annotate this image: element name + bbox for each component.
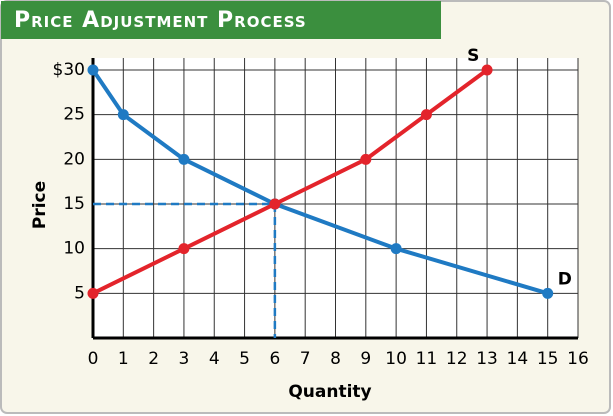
x-tick-label: 13 (476, 349, 498, 369)
x-tick-label: 0 (88, 349, 99, 369)
x-tick-label: 4 (209, 349, 220, 369)
x-tick-label: 10 (385, 349, 407, 369)
data-point (360, 153, 372, 165)
x-axis-label: Quantity (288, 382, 371, 402)
y-tick-label: 10 (63, 239, 85, 259)
data-point (178, 153, 190, 165)
data-point (481, 64, 493, 76)
x-tick-label: 3 (179, 349, 190, 369)
data-point (269, 198, 281, 210)
y-tick-label: $30 (53, 60, 85, 80)
series-label: S (467, 46, 479, 66)
y-axis-label: Price (30, 181, 50, 229)
x-tick-label: 5 (239, 349, 250, 369)
title-bar (1, 1, 441, 39)
data-point (178, 243, 190, 255)
x-tick-label: 11 (416, 349, 438, 369)
data-point (390, 243, 402, 255)
x-tick-label: 6 (269, 349, 280, 369)
chart-title: Price Adjustment Process (14, 8, 307, 33)
y-tick-label: 20 (63, 149, 85, 169)
series-line (91, 68, 549, 296)
x-tick-label: 14 (507, 349, 529, 369)
data-point (117, 109, 129, 121)
series-label: D (558, 269, 572, 289)
data-point (542, 287, 554, 299)
x-tick-label: 12 (446, 349, 468, 369)
y-tick-label: 15 (63, 194, 85, 214)
data-point (420, 109, 432, 121)
x-tick-label: 9 (360, 349, 371, 369)
y-tick-label: 25 (63, 105, 85, 125)
x-tick-label: 16 (567, 349, 589, 369)
x-tick-label: 2 (148, 349, 159, 369)
data-point (87, 287, 99, 299)
y-tick-label: 5 (74, 283, 85, 303)
series-line (92, 68, 489, 296)
data-point (87, 64, 99, 76)
x-tick-label: 15 (537, 349, 559, 369)
x-tick-label: 8 (330, 349, 341, 369)
x-tick-label: 1 (118, 349, 129, 369)
x-tick-label: 7 (300, 349, 311, 369)
